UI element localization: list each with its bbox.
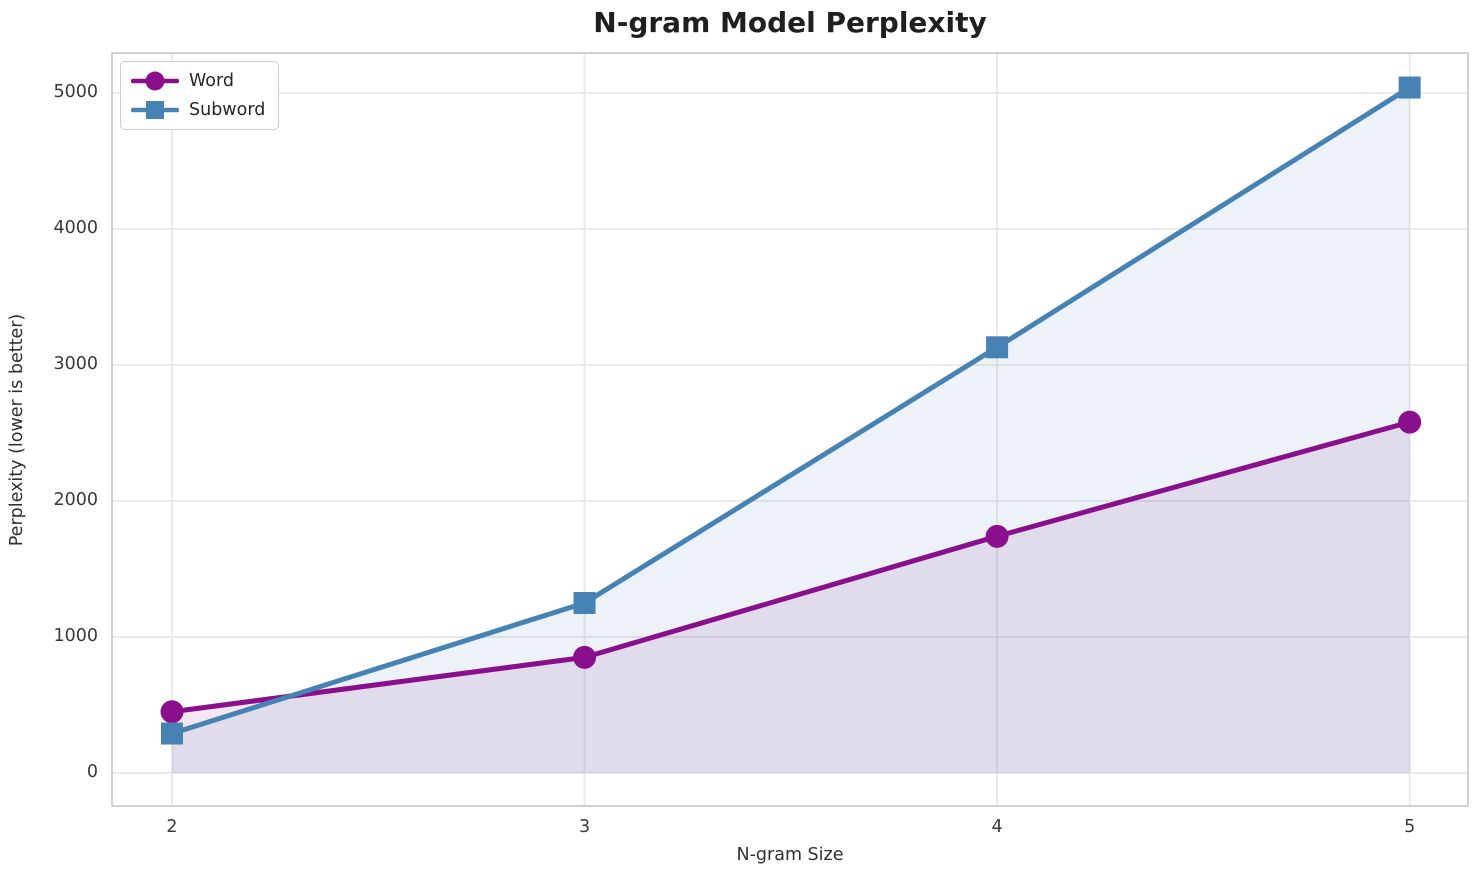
word-line (169, 419, 1413, 715)
word-marker (985, 524, 1009, 548)
x-tick-label: 3 (578, 817, 591, 837)
legend-label-subword: Subword (189, 99, 266, 120)
x-axis-label: N-gram Size (736, 845, 844, 865)
y-tick-label: 0 (86, 762, 98, 783)
y-tick-label: 3000 (53, 354, 98, 375)
subword-line (169, 85, 1413, 737)
word-circle-marker-icon (131, 71, 179, 91)
y-axis-label: Perplexity (lower is better) (7, 313, 27, 547)
axes-spines (111, 52, 1469, 807)
legend-item-word: Word (131, 69, 265, 93)
x-tick-label: 2 (166, 817, 178, 837)
legend-item-subword: Subword (131, 98, 265, 122)
legend-label-word: Word (189, 70, 234, 91)
x-tick-label: 5 (1404, 817, 1416, 837)
x-tick-label: 4 (991, 817, 1003, 837)
y-tick-label: 4000 (53, 218, 98, 239)
word-marker (160, 700, 184, 724)
y-tick-label: 5000 (53, 82, 98, 103)
word-marker (573, 645, 597, 669)
subword-square-marker-icon (131, 101, 179, 119)
y-tick-label: 2000 (53, 490, 98, 511)
subword-marker (986, 336, 1009, 359)
subword-marker (1398, 76, 1421, 99)
subword-marker (160, 722, 183, 745)
legend: Word Subword (120, 61, 280, 130)
word-marker (1398, 410, 1422, 434)
y-tick-label: 1000 (53, 626, 98, 647)
subword-marker (573, 591, 596, 614)
chart-title: N-gram Model Perplexity (593, 6, 987, 39)
subword-area-fill (171, 87, 1410, 773)
